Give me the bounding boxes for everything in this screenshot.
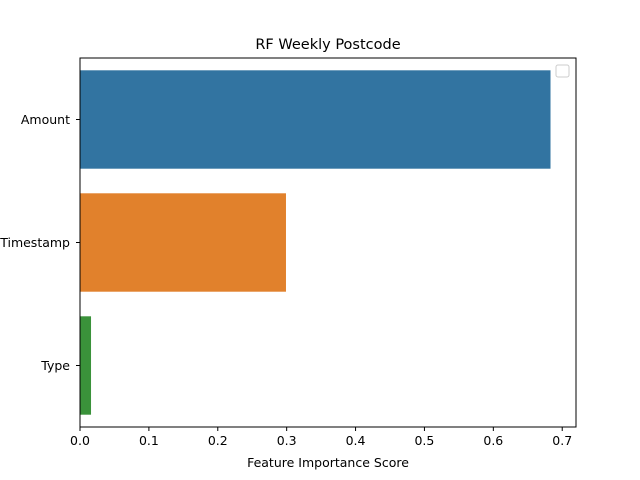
legend-box [555,64,570,78]
x-tick-label: 0.7 [552,433,572,448]
bar-type [80,316,92,415]
chart-title: RF Weekly Postcode [255,37,400,53]
y-axis: Amount Timestamp Type [0,112,80,373]
bar-amount [80,70,551,169]
x-axis: 0.0 0.1 0.2 0.3 0.4 0.5 0.6 0.7 [70,427,572,448]
bars-layer [80,70,551,415]
y-tick-label: Amount [21,112,70,127]
y-tick-label: Timestamp [0,235,70,250]
x-tick-label: 0.6 [483,433,503,448]
x-tick-label: 0.5 [414,433,434,448]
x-tick-label: 0.0 [70,433,90,448]
bar-timestamp [80,193,286,292]
x-tick-label: 0.3 [277,433,297,448]
x-tick-label: 0.4 [346,433,366,448]
x-tick-label: 0.2 [208,433,228,448]
x-axis-label: Feature Importance Score [247,455,409,470]
y-tick-label: Type [40,358,70,373]
plot-frame [79,57,577,428]
x-tick-label: 0.1 [139,433,159,448]
